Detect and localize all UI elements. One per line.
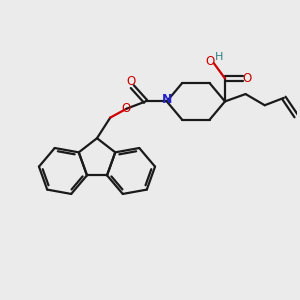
Text: O: O	[122, 102, 131, 115]
Text: O: O	[126, 75, 136, 88]
Text: N: N	[162, 93, 172, 106]
Text: H: H	[215, 52, 223, 62]
Text: O: O	[243, 72, 252, 85]
Text: O: O	[205, 55, 214, 68]
